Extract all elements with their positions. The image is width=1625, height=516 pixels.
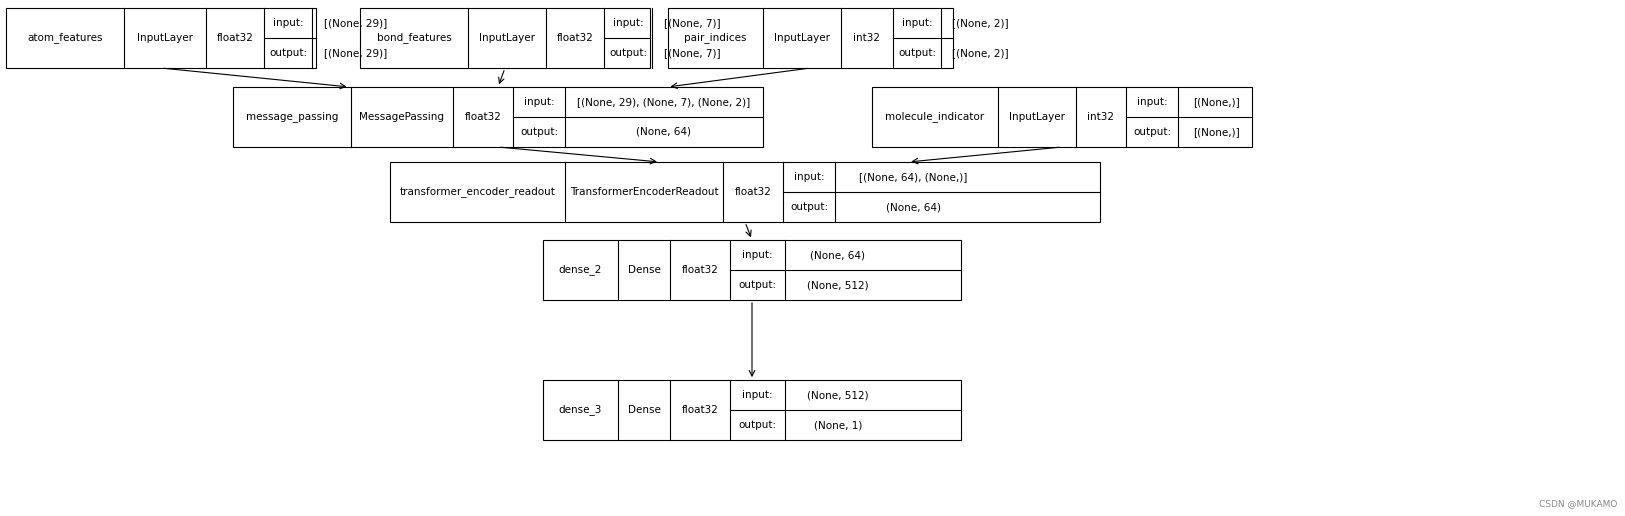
Text: pair_indices: pair_indices bbox=[684, 33, 748, 43]
Text: output:: output: bbox=[1133, 127, 1172, 137]
Text: input:: input: bbox=[273, 18, 304, 28]
Text: transformer_encoder_readout: transformer_encoder_readout bbox=[400, 187, 556, 198]
Text: [(None, 64), (None,)]: [(None, 64), (None,)] bbox=[858, 172, 967, 182]
Text: dense_2: dense_2 bbox=[559, 265, 603, 276]
Text: atom_features: atom_features bbox=[28, 33, 102, 43]
Text: bond_features: bond_features bbox=[377, 33, 452, 43]
Text: Dense: Dense bbox=[627, 265, 660, 275]
Text: Dense: Dense bbox=[627, 405, 660, 415]
Text: (None, 512): (None, 512) bbox=[808, 390, 869, 400]
Text: dense_3: dense_3 bbox=[559, 405, 603, 415]
Bar bbox=[543, 380, 960, 440]
Text: float32: float32 bbox=[681, 405, 718, 415]
Text: [(None, 7)]: [(None, 7)] bbox=[663, 48, 720, 58]
Text: float32: float32 bbox=[734, 187, 772, 197]
Text: molecule_indicator: molecule_indicator bbox=[886, 111, 985, 122]
Text: output:: output: bbox=[609, 48, 647, 58]
Text: (None, 1): (None, 1) bbox=[814, 420, 863, 430]
Text: output:: output: bbox=[520, 127, 557, 137]
Text: float32: float32 bbox=[216, 33, 254, 43]
Text: [(None, 7)]: [(None, 7)] bbox=[663, 18, 720, 28]
Bar bbox=[873, 87, 1251, 147]
Text: (None, 64): (None, 64) bbox=[886, 202, 941, 212]
Text: input:: input: bbox=[613, 18, 644, 28]
Text: InputLayer: InputLayer bbox=[136, 33, 193, 43]
Bar bbox=[390, 162, 1100, 222]
Text: (None, 64): (None, 64) bbox=[637, 127, 692, 137]
Text: [(None, 29), (None, 7), (None, 2)]: [(None, 29), (None, 7), (None, 2)] bbox=[577, 97, 751, 107]
Text: float32: float32 bbox=[556, 33, 593, 43]
Text: TransformerEncoderReadout: TransformerEncoderReadout bbox=[570, 187, 718, 197]
Text: InputLayer: InputLayer bbox=[774, 33, 830, 43]
Text: float32: float32 bbox=[465, 112, 502, 122]
Bar bbox=[361, 8, 650, 68]
Text: input:: input: bbox=[743, 250, 773, 260]
Text: [(None,)]: [(None,)] bbox=[1194, 97, 1240, 107]
Text: [(None, 2)]: [(None, 2)] bbox=[952, 18, 1008, 28]
Text: input:: input: bbox=[743, 390, 773, 400]
Text: [(None, 29)]: [(None, 29)] bbox=[325, 18, 388, 28]
Text: input:: input: bbox=[902, 18, 933, 28]
Text: InputLayer: InputLayer bbox=[479, 33, 535, 43]
Bar bbox=[543, 240, 960, 300]
Text: output:: output: bbox=[899, 48, 936, 58]
Text: [(None,)]: [(None,)] bbox=[1194, 127, 1240, 137]
Text: input:: input: bbox=[1138, 97, 1167, 107]
Text: CSDN @MUKAMO: CSDN @MUKAMO bbox=[1539, 499, 1617, 508]
Text: InputLayer: InputLayer bbox=[1009, 112, 1064, 122]
Text: MessagePassing: MessagePassing bbox=[359, 112, 445, 122]
Text: int32: int32 bbox=[1087, 112, 1115, 122]
Bar bbox=[668, 8, 952, 68]
Text: input:: input: bbox=[793, 172, 824, 182]
Text: output:: output: bbox=[790, 202, 829, 212]
Text: (None, 64): (None, 64) bbox=[811, 250, 866, 260]
Text: float32: float32 bbox=[681, 265, 718, 275]
Text: output:: output: bbox=[738, 420, 777, 430]
Text: output:: output: bbox=[738, 280, 777, 290]
Bar bbox=[6, 8, 315, 68]
Text: (None, 512): (None, 512) bbox=[808, 280, 869, 290]
Text: int32: int32 bbox=[853, 33, 881, 43]
Text: message_passing: message_passing bbox=[245, 111, 338, 122]
Text: input:: input: bbox=[523, 97, 554, 107]
Text: [(None, 2)]: [(None, 2)] bbox=[952, 48, 1008, 58]
Bar bbox=[232, 87, 764, 147]
Text: [(None, 29)]: [(None, 29)] bbox=[325, 48, 388, 58]
Text: output:: output: bbox=[270, 48, 307, 58]
